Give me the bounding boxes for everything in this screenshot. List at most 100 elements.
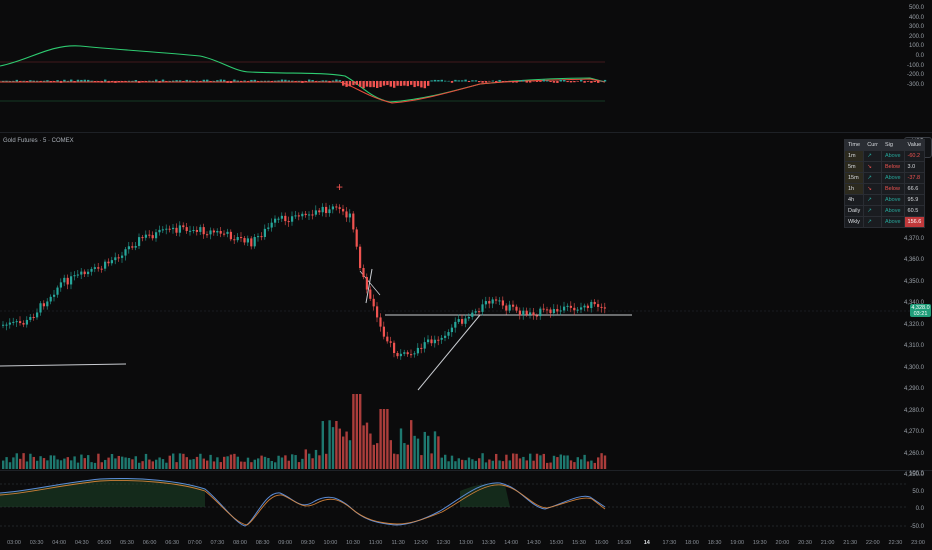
rising-trendline [417,314,481,391]
current-price-tag: 4,328.0 03:21 [910,304,931,317]
signal-row-1m: 1m ↗ Above -60.2 [843,150,926,162]
main-chart-pane[interactable]: + 4,400.04,390.04,380.04,370.04,360.04,3… [0,133,932,478]
signal-cell-tf: 5m [843,161,865,173]
histogram-bar [233,79,236,82]
histogram-bar [49,81,52,83]
time-axis-label: 17:30 [662,540,677,546]
candle-body [76,274,79,276]
volume-bar [66,457,69,469]
volume-bar [257,458,260,469]
histogram-bar [287,80,290,82]
volume-bar [308,453,311,469]
candle-body [223,233,226,235]
candle-body [314,210,317,215]
candle-body [107,261,110,264]
histogram-bar [229,81,233,83]
volume-bar [53,455,56,469]
time-axis-label: 09:00 [278,540,293,546]
signal-cell-dir: ↗ [863,172,882,184]
top-indicator-pane[interactable]: 500.0 400.0 300.0 200.0 100.0 0.0 -100.0 -200.0… [0,0,932,132]
volume-bar [580,459,583,469]
volume-bar [284,455,287,469]
time-axis-label: 15:30 [572,540,586,546]
histogram-bar [437,80,440,82]
candle-body [600,306,603,308]
candle-body [192,230,195,232]
histogram-bar [464,79,467,82]
signal-cell-value: 66.6 [903,183,926,195]
volume-bar [70,460,73,469]
candle-body [532,312,535,316]
price-axis-label: 4,310.0 [903,343,924,349]
candle-body [338,207,341,209]
histogram-bar [219,79,222,82]
histogram-bar [127,80,131,82]
volume-bar [29,453,32,469]
candle-body [19,321,22,324]
volume-bar [454,461,457,469]
histogram-bar [365,81,369,87]
candle-body [287,221,290,223]
histogram-bar [501,81,505,82]
candle-body [546,309,549,311]
bottom-oscillator-pane[interactable]: 100.0 50.0 0.0 -50.0 [0,471,932,537]
histogram-bar [185,79,188,82]
volume-bar [243,461,246,469]
volume-bar [325,453,328,469]
volume-bar [427,435,430,469]
candle-body [277,218,280,220]
volume-bar [342,436,345,469]
volume-bar [539,455,542,469]
histogram-bar [36,80,39,82]
histogram-bar [110,81,114,82]
volume-bar [542,453,545,469]
volume-bar [277,455,280,469]
volume-bar [546,462,549,469]
histogram-bar [223,79,226,82]
volume-bar [155,459,158,469]
histogram-bar [274,80,277,82]
volume-bar [430,453,433,469]
histogram-bar [144,81,148,82]
volume-bar [396,454,399,469]
histogram-bar [151,80,154,82]
candle-body [399,353,402,357]
candle-body [590,301,593,309]
histogram-bar [97,81,100,83]
volume-bar [5,457,8,469]
volume-bar [100,462,103,469]
candle-body [464,318,467,324]
candle-body [522,310,525,316]
candle-body [484,301,487,305]
volume-bar [481,453,484,469]
histogram-bar [304,81,307,83]
volume-bar [56,459,59,469]
histogram-bar [76,79,80,82]
histogram-bar [73,81,76,83]
volume-bar [563,455,566,469]
histogram-bar [267,80,270,82]
histogram-bar [372,81,375,88]
candle-body [529,312,532,315]
candle-body [440,337,443,340]
histogram-bar [212,80,216,82]
histogram-bar [70,79,73,82]
volume-bar [144,453,148,469]
time-axis[interactable]: 03:00 03:30 04:00 04:30 05:00 05:30 06:00 06:30… [0,538,932,550]
volume-bar [345,431,348,469]
volume-bar [199,453,202,469]
header-time: Time [843,139,865,151]
price-axis-label: -100.0 [906,62,924,69]
volume-bar [151,461,154,469]
candle-body [83,271,86,275]
time-axis-label: 13:00 [459,540,473,546]
candle-body [104,261,107,269]
volume-bar [515,453,518,469]
volume-bar [15,453,18,469]
price-axis-label: 100.0 [908,43,924,50]
signal-cell-value: -37.8 [903,172,926,184]
volume-bar [236,456,239,469]
signal-cell-sig: Above [880,216,905,228]
candle-body [325,206,328,214]
candle-body [291,216,294,222]
